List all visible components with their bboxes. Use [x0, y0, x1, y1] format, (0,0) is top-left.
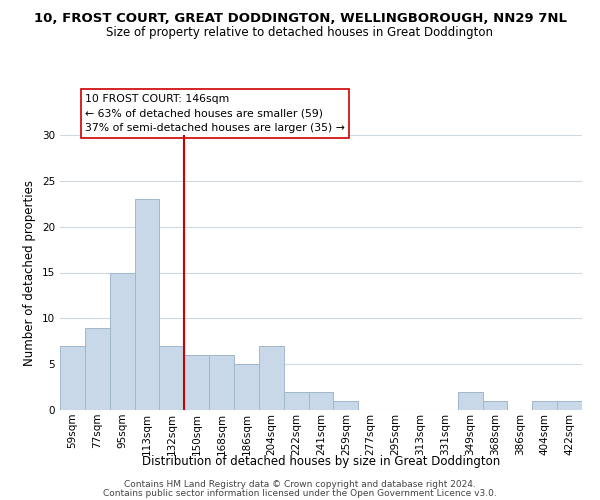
Text: Distribution of detached houses by size in Great Doddington: Distribution of detached houses by size …: [142, 454, 500, 468]
Bar: [334, 401, 358, 410]
Bar: [209, 355, 234, 410]
Bar: [234, 364, 259, 410]
Bar: [259, 346, 284, 410]
Bar: [284, 392, 308, 410]
Text: 10, FROST COURT, GREAT DODDINGTON, WELLINGBOROUGH, NN29 7NL: 10, FROST COURT, GREAT DODDINGTON, WELLI…: [34, 12, 566, 26]
Bar: [482, 401, 508, 410]
Text: Size of property relative to detached houses in Great Doddington: Size of property relative to detached ho…: [107, 26, 493, 39]
Bar: [134, 199, 160, 410]
Bar: [557, 401, 582, 410]
Bar: [458, 392, 482, 410]
Bar: [532, 401, 557, 410]
Text: 10 FROST COURT: 146sqm
← 63% of detached houses are smaller (59)
37% of semi-det: 10 FROST COURT: 146sqm ← 63% of detached…: [85, 94, 345, 133]
Text: Contains HM Land Registry data © Crown copyright and database right 2024.: Contains HM Land Registry data © Crown c…: [124, 480, 476, 489]
Bar: [308, 392, 334, 410]
Bar: [110, 272, 134, 410]
Y-axis label: Number of detached properties: Number of detached properties: [23, 180, 37, 366]
Bar: [85, 328, 110, 410]
Bar: [184, 355, 209, 410]
Bar: [60, 346, 85, 410]
Bar: [160, 346, 184, 410]
Text: Contains public sector information licensed under the Open Government Licence v3: Contains public sector information licen…: [103, 488, 497, 498]
